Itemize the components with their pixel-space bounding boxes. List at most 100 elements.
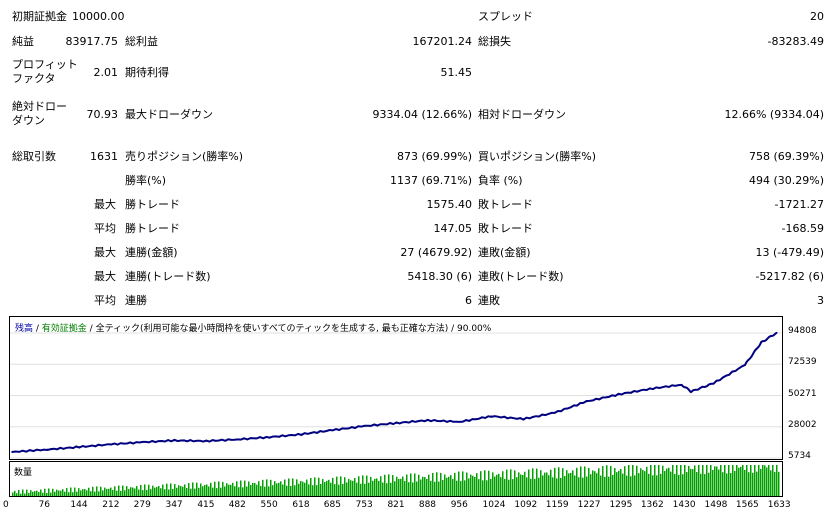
avg-prefix: 平均 <box>94 294 116 307</box>
volume-bar <box>232 482 234 496</box>
volume-bar <box>718 469 720 496</box>
volume-graph: 数量 <box>9 461 783 497</box>
volume-bar <box>266 479 268 496</box>
volume-bar <box>698 465 700 496</box>
volume-bar <box>310 478 312 496</box>
volume-bar <box>690 468 692 496</box>
volume-bar <box>222 481 224 496</box>
max-consecutive-losses-value: 13 (-479.49) <box>755 246 824 259</box>
volume-bar <box>128 489 130 496</box>
legend-equity: 有効証拠金 <box>41 324 87 334</box>
volume-bar <box>714 466 716 496</box>
volume-bar <box>260 486 262 496</box>
volume-bar <box>274 481 276 496</box>
legend-balance: 残高 <box>15 324 34 334</box>
volume-bar <box>318 477 320 496</box>
volume-bar <box>760 468 762 496</box>
volume-bar <box>600 475 602 496</box>
volume-bar <box>614 467 616 496</box>
volume-bar <box>582 477 584 496</box>
total-trades-label: 総取引数 <box>12 150 56 163</box>
volume-bar <box>676 465 678 496</box>
x-tick-label: 1498 <box>704 500 728 510</box>
volume-bar <box>538 477 540 496</box>
largest-win-value: 1575.40 <box>426 198 473 211</box>
volume-bar <box>390 482 392 496</box>
volume-bar <box>766 467 768 496</box>
volume-bar <box>308 484 310 496</box>
volume-bar <box>724 465 726 496</box>
volume-bar <box>742 465 744 496</box>
report-summary: 初期証拠金 10000.00 スプレッド 20 純益 83917.75 総利益 … <box>12 10 824 307</box>
volume-bar <box>434 481 436 496</box>
volume-bar <box>670 471 672 496</box>
balance-point <box>712 382 715 385</box>
volume-bar <box>402 476 404 496</box>
volume-bar <box>344 477 346 496</box>
volume-bar <box>288 478 290 496</box>
gross-profit-label: 総利益 <box>125 35 158 48</box>
volume-bar <box>282 484 284 496</box>
volume-bar <box>696 471 698 496</box>
volume-bar <box>490 478 492 496</box>
volume-bar <box>594 471 596 496</box>
volume-bar <box>26 489 28 496</box>
initial-deposit-value: 10000.00 <box>72 10 125 23</box>
volume-bar <box>188 483 190 496</box>
volume-bar <box>654 465 656 496</box>
volume-chart-svg <box>12 465 780 496</box>
volume-bar <box>356 482 358 496</box>
volume-bar <box>732 465 734 496</box>
volume-bar <box>672 465 674 496</box>
volume-bar <box>466 472 468 496</box>
net-profit-value: 83917.75 <box>65 35 119 48</box>
volume-bar <box>564 476 566 496</box>
volume-bar <box>552 477 554 496</box>
volume-bar <box>264 486 266 496</box>
volume-bar <box>536 468 538 496</box>
volume-bar <box>678 474 680 496</box>
avg-win-label: 勝トレード <box>125 222 180 235</box>
volume-bar <box>684 465 686 496</box>
volume-bar <box>168 489 170 496</box>
volume-bar <box>72 492 74 496</box>
volume-bar <box>426 478 428 496</box>
volume-bar <box>280 481 282 496</box>
y-tick-label: 28002 <box>788 419 817 430</box>
volume-bar <box>460 481 462 496</box>
volume-bar <box>440 472 442 496</box>
volume-bar <box>198 487 200 496</box>
avg-win-value: 147.05 <box>433 222 473 235</box>
legend-separator: / <box>86 324 96 334</box>
volume-bar <box>756 471 758 496</box>
volume-bar <box>430 480 432 496</box>
max-consecutive-loss-label: 連敗(トレード数) <box>478 270 564 283</box>
volume-bar <box>734 470 736 496</box>
volume-bar <box>162 484 164 496</box>
volume-bar <box>448 476 450 496</box>
volume-bar <box>396 476 398 496</box>
volume-bar <box>226 483 228 496</box>
balance-point <box>553 411 556 414</box>
volume-bar <box>748 472 750 496</box>
y-tick-label: 50271 <box>788 388 817 399</box>
volume-bar <box>608 476 610 496</box>
volume-bar <box>558 467 560 496</box>
volume-bar <box>438 481 440 496</box>
x-tick-label: 347 <box>165 500 183 510</box>
volume-bar <box>424 477 426 496</box>
volume-bar <box>216 488 218 496</box>
volume-bar <box>636 465 638 496</box>
volume-bar <box>58 490 60 496</box>
volume-bar <box>646 466 648 496</box>
long-positions-label: 買いポジション(勝率%) <box>478 150 597 163</box>
balance-point <box>331 429 334 431</box>
volume-bar <box>234 486 236 496</box>
volume-bar <box>502 471 504 496</box>
volume-bar <box>66 488 68 496</box>
volume-bar <box>578 477 580 496</box>
volume-bar <box>700 473 702 496</box>
volume-bar <box>484 470 486 496</box>
largest-win-label: 勝トレード <box>125 198 180 211</box>
volume-bar <box>330 482 332 496</box>
